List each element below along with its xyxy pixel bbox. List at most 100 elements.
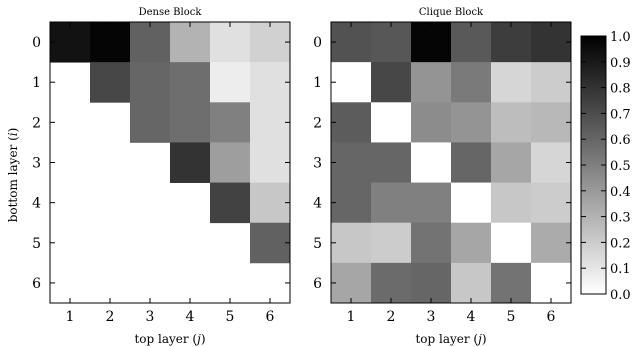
colorbar-tick-label: 0.3	[610, 211, 631, 226]
heatmap-cell	[491, 182, 532, 224]
heatmap-cell	[491, 222, 532, 264]
axis-ticks: 1 2 3 4 5 6 0 1 2 3 4 5 6	[32, 22, 290, 325]
x-tick-label: 6	[266, 309, 275, 325]
heatmap-cell	[451, 222, 492, 264]
y-tick-label: 3	[32, 156, 41, 172]
heatmap-cell	[210, 182, 251, 224]
plot-frame	[49, 21, 291, 304]
heatmap-cell	[170, 142, 211, 183]
heatmap-cell	[531, 262, 572, 304]
colorbar-tick-label: 0.4	[610, 185, 631, 200]
y-tick-label: 6	[32, 276, 41, 292]
y-tick-label: 5	[32, 236, 41, 252]
heatmap-cell	[491, 262, 532, 304]
heatmap-cell	[250, 222, 291, 264]
x-tick-label: 1	[347, 309, 356, 325]
heatmap-cell	[371, 222, 412, 264]
panel-title: Clique Block	[419, 7, 484, 18]
heatmap-cell	[411, 262, 452, 304]
heatmap-cell	[331, 222, 372, 264]
y-tick-label: 0	[313, 35, 322, 51]
x-tick-label: 5	[226, 309, 235, 325]
colorbar-tick-label: 0.2	[610, 236, 631, 251]
heatmap-cell	[531, 222, 572, 264]
y-tick-label: 6	[313, 276, 322, 292]
clique-block-panel: Clique Block 1 2 3 4 5 6 0 1 2 3 4 5 6 top layer (j)	[313, 7, 572, 346]
colorbar-tick-label: 0.6	[610, 133, 631, 148]
heatmap-cell	[250, 142, 291, 183]
colorbar-tick-label: 0.0	[610, 288, 631, 303]
x-tick-label: 6	[547, 309, 556, 325]
colorbar-tick-label: 0.5	[610, 159, 631, 174]
y-tick-label: 1	[32, 75, 41, 91]
heatmap-cell	[491, 22, 532, 63]
x-axis-label: top layer (j)	[134, 332, 205, 346]
heatmap-cell	[210, 102, 251, 143]
heatmap-cell	[411, 22, 452, 63]
heatmap-cell	[411, 182, 452, 224]
y-tick-label: 4	[32, 196, 41, 212]
heatmap-cell	[130, 22, 171, 63]
heatmap-cell	[411, 142, 452, 183]
heatmap-cell	[451, 102, 492, 143]
heatmap-cell	[210, 62, 251, 103]
heatmap-cell	[250, 182, 291, 224]
heatmap-cell	[531, 22, 572, 63]
heatmap-cell	[50, 22, 91, 63]
y-tick-label: 2	[32, 115, 41, 131]
heatmap-cell	[491, 62, 532, 103]
heatmap-cell	[411, 222, 452, 264]
colorbar-tick-label: 0.8	[610, 82, 631, 97]
heatmap-cell	[250, 22, 291, 63]
heatmap-cell	[451, 22, 492, 63]
heatmap-cell	[531, 142, 572, 183]
heatmap-cells	[50, 22, 291, 264]
colorbar: 0.0 0.1 0.2 0.3 0.4 0.5 0.6 0.7 0.8 0.9 1.0	[580, 30, 631, 303]
x-tick-label: 5	[507, 309, 516, 325]
y-tick-label: 4	[313, 196, 322, 212]
heatmap-cell	[371, 102, 412, 143]
heatmap-cell	[331, 182, 372, 224]
heatmap-cell	[531, 62, 572, 103]
heatmap-cell	[331, 262, 372, 304]
heatmap-cell	[491, 102, 532, 143]
heatmap-cell	[451, 62, 492, 103]
panel-title: Dense Block	[139, 7, 203, 18]
x-tick-label: 3	[146, 309, 155, 325]
heatmap-cell	[371, 262, 412, 304]
heatmap-cell	[371, 142, 412, 183]
dense-block-panel: Dense Block 1 2 3 4 5 6 0 1 2 3 4 5 6 top layer (j)	[32, 7, 291, 346]
heatmap-cell	[90, 22, 131, 63]
shared-y-axis-label: bottom layer (i)	[6, 128, 20, 223]
colorbar-ticks: 0.0 0.1 0.2 0.3 0.4 0.5 0.6 0.7 0.8 0.9 1.0	[581, 30, 631, 303]
heatmap-cell	[371, 22, 412, 63]
heatmap-cell	[210, 142, 251, 183]
heatmap-cell	[331, 142, 372, 183]
heatmap-cell	[130, 62, 171, 103]
x-axis-label: top layer (j)	[415, 332, 486, 346]
colorbar-tick-label: 0.9	[610, 56, 631, 71]
heatmap-cell	[250, 102, 291, 143]
heatmap-cells	[331, 22, 572, 304]
heatmap-cell	[170, 62, 211, 103]
colorbar-tick-label: 1.0	[610, 30, 631, 45]
heatmap-cell	[451, 142, 492, 183]
heatmap-cell	[531, 102, 572, 143]
heatmap-cell	[411, 102, 452, 143]
x-tick-label: 2	[387, 309, 396, 325]
heatmap-cell	[451, 262, 492, 304]
heatmap-cell	[331, 102, 372, 143]
heatmap-cell	[411, 62, 452, 103]
colorbar-tick-label: 0.7	[610, 107, 631, 122]
x-tick-label: 4	[467, 309, 476, 325]
heatmap-cell	[130, 102, 171, 143]
heatmap-cell	[491, 142, 532, 183]
heatmap-cell	[250, 62, 291, 103]
heatmap-cell	[170, 102, 211, 143]
heatmap-cell	[451, 182, 492, 224]
x-tick-label: 2	[106, 309, 115, 325]
x-tick-label: 1	[66, 309, 75, 325]
heatmap-cell	[371, 62, 412, 103]
y-tick-label: 1	[313, 75, 322, 91]
